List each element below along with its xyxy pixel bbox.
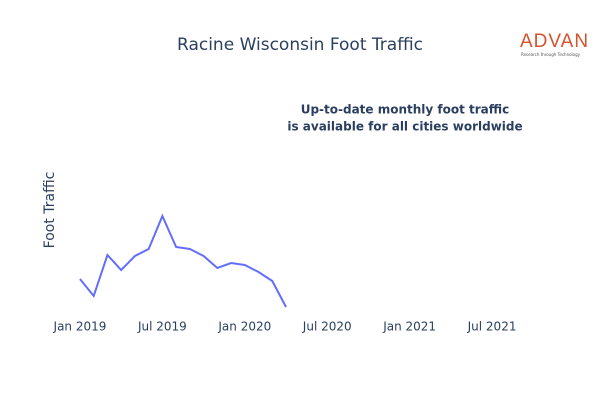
annotation: is available for all cities worldwide — [287, 120, 522, 134]
annotation: Up-to-date monthly foot traffic — [301, 103, 510, 117]
x-tick-label: Jul 2021 — [467, 320, 517, 334]
line — [79, 213, 287, 308]
logo-name: ADVAN — [520, 31, 589, 52]
y-axis-label: Foot Traffic — [42, 172, 58, 249]
x-tick-label: Jan 2021 — [382, 320, 436, 334]
x-tick-label: Jul 2020 — [302, 320, 352, 334]
x-tick-label: Jul 2019 — [137, 320, 187, 334]
logo-tagline: Research through Technology — [521, 52, 581, 57]
chart-title: Racine Wisconsin Foot Traffic — [177, 35, 423, 55]
x-tick-label: Jan 2020 — [217, 320, 271, 334]
x-tick-label: Jan 2019 — [53, 320, 107, 334]
